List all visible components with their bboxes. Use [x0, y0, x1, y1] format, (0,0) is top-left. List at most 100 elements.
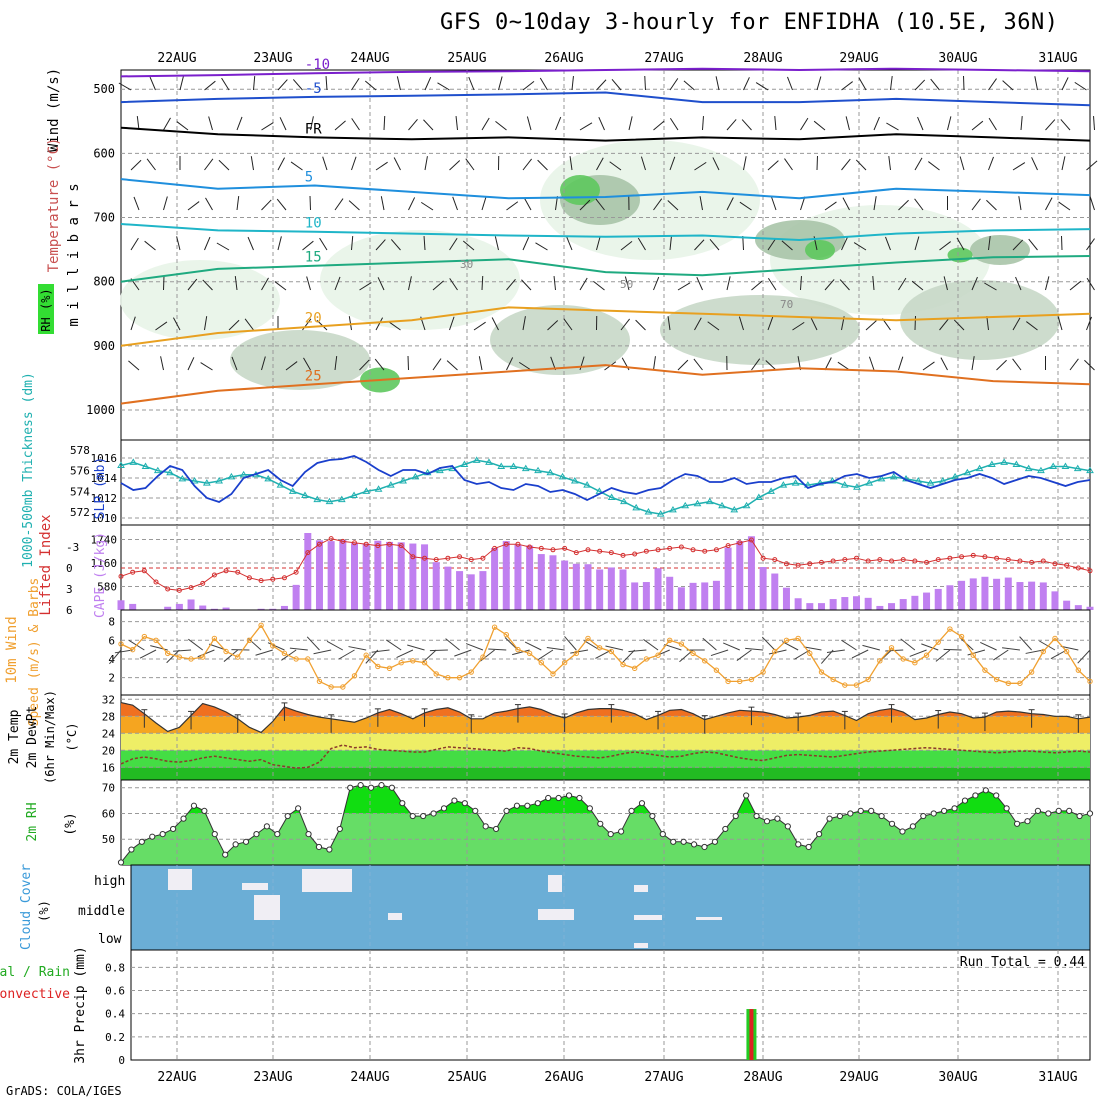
wind-barb — [522, 316, 526, 331]
rh-point — [670, 838, 677, 845]
wind-tick: 8 — [108, 616, 115, 629]
thickness-point — [693, 499, 702, 507]
rh-point — [409, 812, 416, 820]
rh-point — [180, 815, 187, 822]
wind-barb — [375, 239, 386, 251]
wind-speed-point — [1063, 648, 1070, 655]
cape-bar — [572, 563, 580, 610]
wind-barb — [702, 115, 704, 131]
rh-point — [472, 807, 479, 815]
cape-bar — [315, 540, 323, 610]
wind-barb — [784, 158, 793, 171]
wind-barb — [351, 156, 357, 171]
rh-point — [763, 818, 771, 825]
wind-barb — [351, 236, 354, 251]
cape-bar — [304, 533, 312, 610]
rh-point — [690, 841, 698, 848]
wind-barb — [943, 648, 962, 651]
dewpoint-line — [120, 744, 1091, 769]
li-point — [959, 554, 965, 560]
thickness-point — [644, 508, 653, 515]
rh-point — [982, 787, 989, 794]
thickness-point — [325, 497, 334, 505]
li-tick: 3 — [66, 583, 73, 596]
date-label-bottom: 28AUG — [743, 1070, 782, 1085]
wind-barb — [521, 279, 532, 291]
wind-barb — [800, 117, 809, 131]
wind-barb — [1012, 162, 1026, 171]
thickness-point — [951, 472, 959, 480]
wind-barb — [396, 76, 401, 91]
wind-barb — [408, 276, 412, 291]
wind-speed-point — [503, 631, 509, 638]
wind-barb — [911, 280, 924, 291]
wind-barb — [768, 649, 787, 655]
date-label-bottom: 31AUG — [1038, 1070, 1077, 1085]
thickness-point — [1073, 464, 1082, 472]
wind-speed-axis-label: Speed (m/s) & Barbs — [27, 578, 42, 727]
wind-barb — [738, 316, 744, 331]
wind-speed-point — [795, 635, 801, 642]
precip-tick: 0.4 — [105, 1008, 125, 1021]
rh-point — [607, 830, 614, 838]
rh-point — [680, 838, 687, 845]
wind-barb — [526, 116, 532, 131]
cloud-block — [242, 883, 268, 890]
wind-barb — [813, 120, 826, 131]
wind-barb — [890, 76, 893, 91]
rh-point — [784, 823, 791, 830]
credit-label: GrADS: COLA/IGES — [6, 1084, 122, 1098]
date-label-top: 26AUG — [544, 51, 583, 66]
cape-bar — [1016, 582, 1024, 610]
cape-bar — [467, 574, 475, 610]
wind-speed-point — [351, 673, 358, 679]
wind-barb — [374, 358, 385, 371]
run-total-label: Run Total = 0.44 — [960, 955, 1085, 970]
precip-conv-label: Convective — [0, 987, 70, 1002]
wind-barb — [1012, 358, 1022, 371]
wind-barb — [940, 357, 948, 371]
cloud-block — [634, 915, 662, 920]
li-point — [585, 547, 591, 553]
wind-barb — [261, 356, 266, 371]
cape-bar — [736, 541, 744, 610]
rh-point — [492, 825, 500, 833]
wind-speed-point — [211, 635, 218, 642]
wind-speed-point — [188, 656, 194, 662]
wind-barb — [277, 157, 286, 171]
wind-barb — [824, 357, 832, 371]
wind-barb — [1028, 238, 1038, 251]
li-point — [830, 558, 836, 564]
date-label-bottom: 27AUG — [644, 1070, 683, 1085]
wind-barb — [187, 278, 198, 291]
wind-speed-point — [993, 676, 1000, 683]
wind-barb — [481, 275, 484, 291]
wind-speed-point — [935, 639, 941, 645]
rh-point — [711, 838, 719, 845]
wind-barb — [155, 321, 168, 331]
wind-barb — [163, 196, 168, 211]
minmax-axis-label: (6hr Min/Max) — [43, 690, 57, 784]
li-tick: 0 — [66, 562, 73, 575]
thickness-point — [1037, 466, 1045, 474]
thickness-tick: 576 — [70, 465, 90, 478]
cape-bar — [817, 603, 825, 610]
rh-point — [1076, 812, 1083, 820]
wind-barb — [449, 160, 461, 171]
li-point — [877, 557, 883, 563]
date-label-bottom: 30AUG — [938, 1070, 977, 1085]
rh-point — [461, 800, 468, 807]
thickness-point — [632, 503, 641, 511]
rh-point — [211, 830, 218, 838]
wind-speed-point — [141, 633, 148, 640]
isotherm-line — [120, 306, 1091, 347]
wind-barb — [872, 276, 875, 291]
thickness-point — [754, 493, 763, 501]
li-point — [924, 559, 930, 565]
wind-barb — [432, 358, 442, 371]
li-point — [702, 548, 708, 554]
wind-barb — [231, 356, 238, 371]
li-point — [620, 552, 626, 558]
li-point — [690, 547, 696, 553]
